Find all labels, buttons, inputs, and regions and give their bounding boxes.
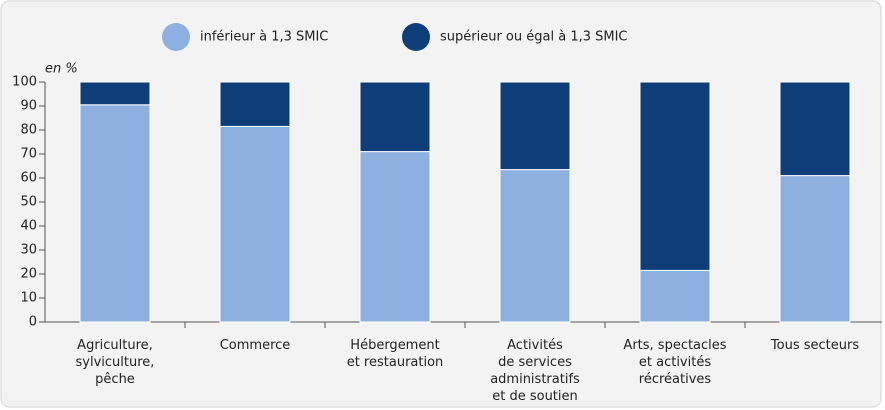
bar-segment — [779, 175, 851, 323]
bar-segment — [359, 81, 431, 153]
x-tick-label: Hébergement et restauration — [346, 338, 444, 370]
y-tick-label: 40 — [20, 219, 37, 234]
y-tick-label: 10 — [20, 291, 37, 306]
y-tick-label: 30 — [20, 243, 37, 258]
bar-segment — [499, 81, 571, 171]
y-tick-label: 20 — [20, 267, 37, 282]
bar-segment — [79, 104, 151, 323]
bar-segment — [499, 169, 571, 323]
y-tick-label: 70 — [20, 147, 37, 162]
bar-segment — [639, 81, 711, 271]
x-tick-label: Arts, spectacles et activités récréative… — [623, 338, 727, 387]
legend-label: inférieur à 1,3 SMIC — [200, 30, 328, 45]
y-tick-label: 90 — [20, 99, 37, 114]
bar-segment — [359, 151, 431, 323]
x-tick-label: Tous secteurs — [770, 338, 860, 353]
x-tick-label: Commerce — [219, 338, 291, 353]
y-tick-label: 0 — [29, 315, 37, 330]
y-tick-label: 100 — [12, 75, 37, 90]
legend-swatch — [162, 23, 190, 51]
bar-segment — [79, 81, 151, 106]
bar-segment — [219, 81, 291, 127]
bar-segment — [639, 269, 711, 323]
bar-segment — [779, 81, 851, 177]
y-tick-label: 50 — [20, 195, 37, 210]
y-unit: en % — [45, 62, 78, 77]
y-tick-label: 60 — [20, 171, 37, 186]
bar-segment — [219, 125, 291, 323]
x-tick-label: Agriculture, sylviculture, pêche — [75, 338, 155, 387]
legend-swatch — [402, 23, 430, 51]
legend-label: supérieur ou égal à 1,3 SMIC — [440, 30, 628, 45]
x-tick-label: Activités de services administratifs et … — [490, 338, 580, 404]
y-tick-label: 80 — [20, 123, 37, 138]
